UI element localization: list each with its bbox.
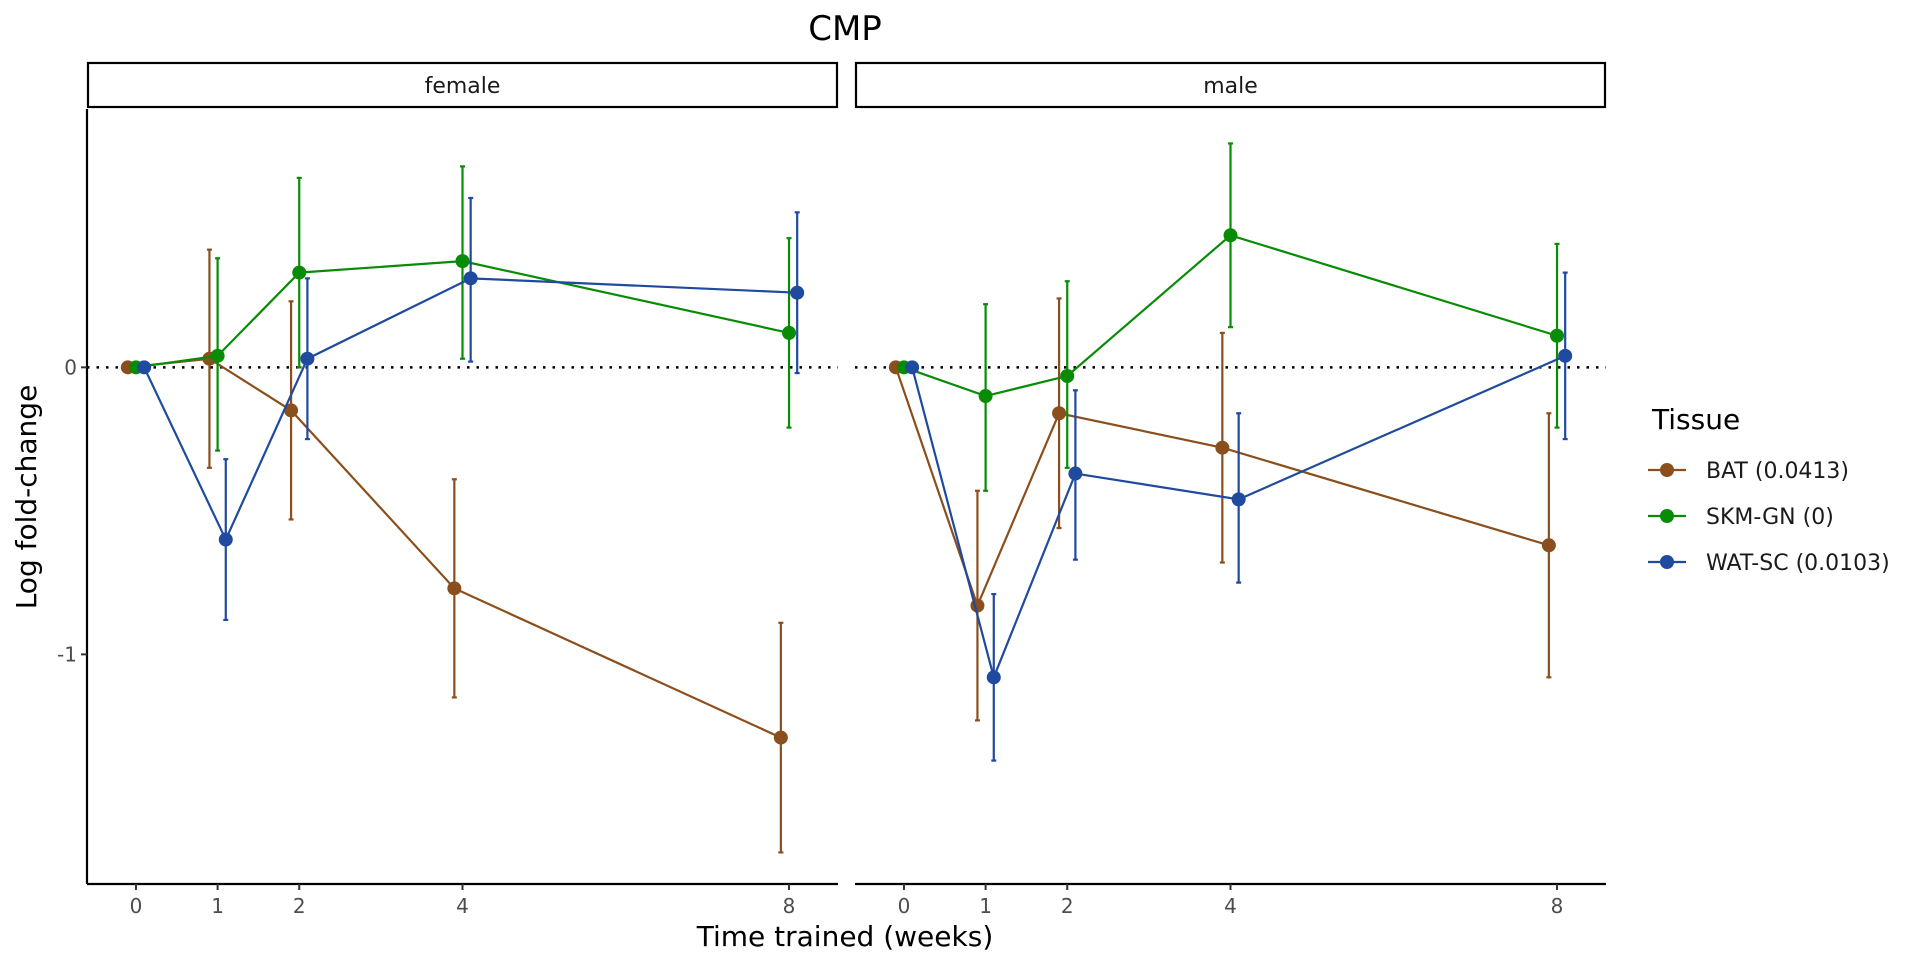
data-point xyxy=(978,389,993,404)
data-point xyxy=(1068,466,1083,481)
data-point xyxy=(1541,538,1556,553)
legend: Tissue BAT (0.0413) SKM-GN (0) WAT-SC (0.0… xyxy=(1648,403,1890,576)
strip-box xyxy=(854,61,1607,109)
series-skm-gn xyxy=(128,165,797,452)
legend-item: SKM-GN (0) xyxy=(1648,505,1834,530)
x-tick-label: 2 xyxy=(1061,894,1074,918)
x-tick-label: 4 xyxy=(1224,894,1237,918)
legend-key-point xyxy=(1660,509,1674,523)
data-point xyxy=(1060,368,1075,383)
data-point xyxy=(284,403,299,418)
legend-title: Tissue xyxy=(1651,403,1740,436)
data-point xyxy=(137,360,152,375)
y-tick-label: 0 xyxy=(64,355,77,379)
x-tick-label: 1 xyxy=(979,894,992,918)
x-axis-title: Time trained (weeks) xyxy=(696,920,994,953)
data-point xyxy=(790,285,805,300)
legend-item: WAT-SC (0.0103) xyxy=(1648,551,1890,576)
x-tick-label: 2 xyxy=(293,894,306,918)
data-point xyxy=(455,254,470,269)
chart-title: CMP xyxy=(808,9,882,49)
panels: female 0 -1 0 1 2 4 8 male 0 1 2 4 8 xyxy=(57,61,1607,918)
legend-key-point xyxy=(1660,555,1674,569)
data-point xyxy=(447,581,462,596)
series-bat xyxy=(888,297,1556,722)
legend-item: BAT (0.0413) xyxy=(1648,459,1849,484)
data-point xyxy=(218,532,233,547)
legend-key-point xyxy=(1660,463,1674,477)
series-bat xyxy=(120,248,788,854)
legend-label: WAT-SC (0.0103) xyxy=(1706,551,1890,576)
data-point xyxy=(463,271,478,286)
panel-female: female 0 -1 0 1 2 4 8 xyxy=(57,61,839,918)
data-point xyxy=(905,360,920,375)
strip-box xyxy=(86,61,839,109)
data-point xyxy=(1215,440,1230,455)
data-point xyxy=(1550,328,1565,343)
panel-male: male 0 1 2 4 8 xyxy=(854,61,1607,918)
strip-label: female xyxy=(425,74,501,99)
data-point xyxy=(1052,406,1067,421)
x-tick-label: 8 xyxy=(783,894,796,918)
y-axis-title: Log fold-change xyxy=(10,385,43,610)
strip-label: male xyxy=(1203,74,1258,99)
data-point xyxy=(300,351,315,366)
x-tick-label: 1 xyxy=(211,894,224,918)
data-point xyxy=(1223,228,1238,243)
data-point xyxy=(986,670,1001,685)
data-point xyxy=(782,325,797,340)
series-wat-sc xyxy=(137,196,805,622)
x-tick-label: 0 xyxy=(898,894,911,918)
data-point xyxy=(292,265,307,280)
x-tick-label: 0 xyxy=(130,894,143,918)
legend-label: SKM-GN (0) xyxy=(1706,505,1834,530)
x-tick-label: 8 xyxy=(1551,894,1564,918)
series-skm-gn xyxy=(896,142,1565,492)
data-point xyxy=(773,730,788,745)
data-point xyxy=(210,348,225,363)
x-tick-label: 4 xyxy=(456,894,469,918)
y-tick-label: -1 xyxy=(57,642,77,666)
data-point xyxy=(1231,492,1246,507)
legend-label: BAT (0.0413) xyxy=(1706,459,1849,484)
series-wat-sc xyxy=(905,271,1573,762)
data-point xyxy=(1558,348,1573,363)
